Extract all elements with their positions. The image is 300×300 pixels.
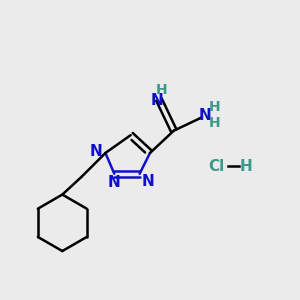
- Text: H: H: [239, 159, 252, 174]
- Text: H: H: [209, 116, 220, 130]
- Text: N: N: [142, 174, 154, 189]
- Text: N: N: [151, 94, 164, 109]
- Text: H: H: [156, 83, 168, 97]
- Text: H: H: [209, 100, 220, 114]
- Text: Cl: Cl: [209, 159, 225, 174]
- Text: N: N: [90, 144, 103, 159]
- Text: N: N: [107, 175, 120, 190]
- Text: N: N: [199, 108, 212, 123]
